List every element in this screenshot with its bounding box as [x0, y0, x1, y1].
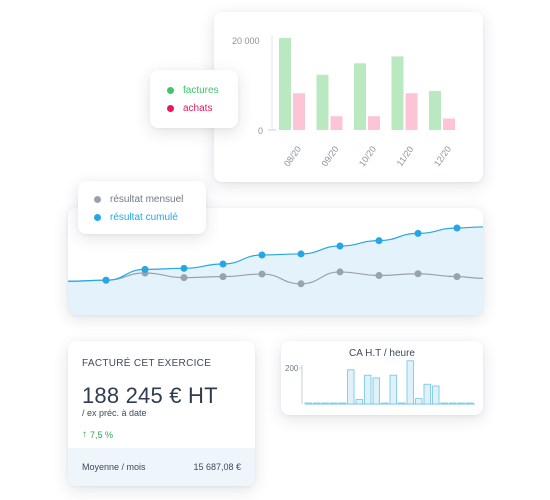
hist-bar	[415, 398, 423, 405]
bar-x-tick-label: 12/20	[432, 144, 453, 168]
bar-factures	[316, 74, 329, 130]
legend-label: résultat cumulé	[110, 211, 178, 223]
kpi-subtitle: / ex préc. à date	[82, 408, 147, 418]
line-legend: résultat mensuel résultat cumulé	[78, 181, 206, 234]
hist-bar	[398, 402, 406, 405]
kpi-value: 188 245 € HT	[82, 383, 218, 408]
legend-item-resultat-mensuel[interactable]: résultat mensuel	[94, 190, 183, 208]
legend-label: achats	[183, 102, 213, 114]
bar-y-tick-top: 20 000	[232, 36, 260, 46]
kpi-footer-value: 15 687,08 €	[193, 462, 241, 472]
bar-x-tick-label: 10/20	[357, 144, 378, 168]
arrow-up-icon: ↑	[82, 429, 87, 440]
cumule-point	[375, 237, 383, 245]
cumule-point	[336, 242, 344, 250]
hist-bar	[423, 383, 431, 405]
kpi-trend-value: 7,5 %	[90, 429, 114, 440]
hist-title: CA H.T / heure	[349, 348, 415, 359]
mensuel-point	[414, 270, 422, 278]
hist-y-tick: 200	[285, 364, 299, 373]
hist-bar	[372, 377, 380, 405]
bar-x-tick-label: 08/20	[282, 144, 303, 168]
hist-bar	[457, 402, 465, 405]
mensuel-point	[375, 272, 383, 280]
hist-bar	[381, 402, 389, 405]
mensuel-point	[219, 273, 227, 281]
mensuel-line	[68, 271, 483, 285]
bar-factures	[354, 63, 366, 130]
hist-bar	[338, 402, 346, 405]
kpi-card: FACTURÉ CET EXERCICE 188 245 € HT / ex p…	[68, 341, 255, 486]
legend-item-factures[interactable]: factures	[167, 81, 219, 99]
hist-bar	[347, 369, 355, 405]
bar-achats	[330, 116, 343, 130]
hist-bar	[313, 402, 321, 405]
kpi-title: FACTURÉ CET EXERCICE	[82, 358, 212, 369]
mensuel-point	[453, 273, 461, 281]
cumule-point	[180, 264, 188, 272]
factures-dot-icon	[167, 86, 174, 94]
cumule-point	[219, 260, 227, 268]
bar-legend: factures achats	[150, 70, 238, 128]
legend-label: factures	[183, 84, 219, 96]
cumule-area	[68, 226, 483, 315]
line-chart	[68, 224, 483, 315]
hist-bar	[304, 402, 312, 405]
mensuel-point	[336, 268, 344, 276]
kpi-trend: ↑ 7,5 %	[82, 429, 113, 440]
bar-chart-card: 20 000 0 08/20 09/20 10/20 11/20 12/20	[214, 12, 483, 182]
mensuel-point	[297, 280, 305, 288]
hist-chart-card: CA H.T / heure 200	[281, 341, 483, 415]
bar-factures	[429, 90, 441, 130]
hist-bar	[440, 402, 448, 405]
cumule-point	[414, 229, 422, 237]
hist-bar	[406, 360, 414, 405]
hist-chart: CA H.T / heure 200	[285, 348, 475, 405]
kpi-footer-label: Moyenne / mois	[82, 462, 146, 472]
legend-label: résultat mensuel	[110, 193, 184, 205]
bar-factures	[279, 38, 291, 130]
bar-achats	[293, 93, 305, 130]
hist-bar	[321, 402, 329, 405]
mensuel-point	[258, 270, 266, 278]
cumule-point	[453, 224, 461, 232]
cumule-point	[297, 250, 305, 258]
achats-dot-icon	[167, 104, 174, 112]
hist-bar	[432, 385, 440, 405]
hist-bar	[364, 374, 372, 405]
resultat-mensuel-dot-icon	[94, 195, 101, 203]
bar-achats	[443, 118, 455, 130]
cumule-point	[258, 251, 266, 259]
resultat-cumule-dot-icon	[94, 213, 101, 221]
kpi-footer: Moyenne / mois 15 687,08 €	[68, 448, 255, 486]
hist-bar	[449, 402, 457, 405]
cumule-point	[102, 276, 110, 284]
cumule-point	[141, 265, 149, 273]
bar-x-tick-label: 09/20	[319, 144, 340, 168]
bar-chart: 20 000 0 08/20 09/20 10/20 11/20 12/20	[232, 36, 455, 168]
hist-bar	[330, 402, 338, 405]
legend-item-achats[interactable]: achats	[167, 99, 219, 117]
mensuel-point	[180, 274, 188, 282]
bar-achats	[405, 93, 418, 130]
cumule-line	[68, 226, 483, 282]
bar-factures	[391, 56, 404, 130]
bar-x-tick-label: 11/20	[395, 144, 416, 168]
legend-item-resultat-cumule[interactable]: résultat cumulé	[94, 208, 183, 226]
bar-y-tick-bottom: 0	[258, 126, 263, 136]
hist-bar	[355, 399, 363, 405]
hist-bar	[389, 374, 397, 405]
hist-bar	[466, 402, 474, 405]
bar-achats	[368, 116, 380, 130]
